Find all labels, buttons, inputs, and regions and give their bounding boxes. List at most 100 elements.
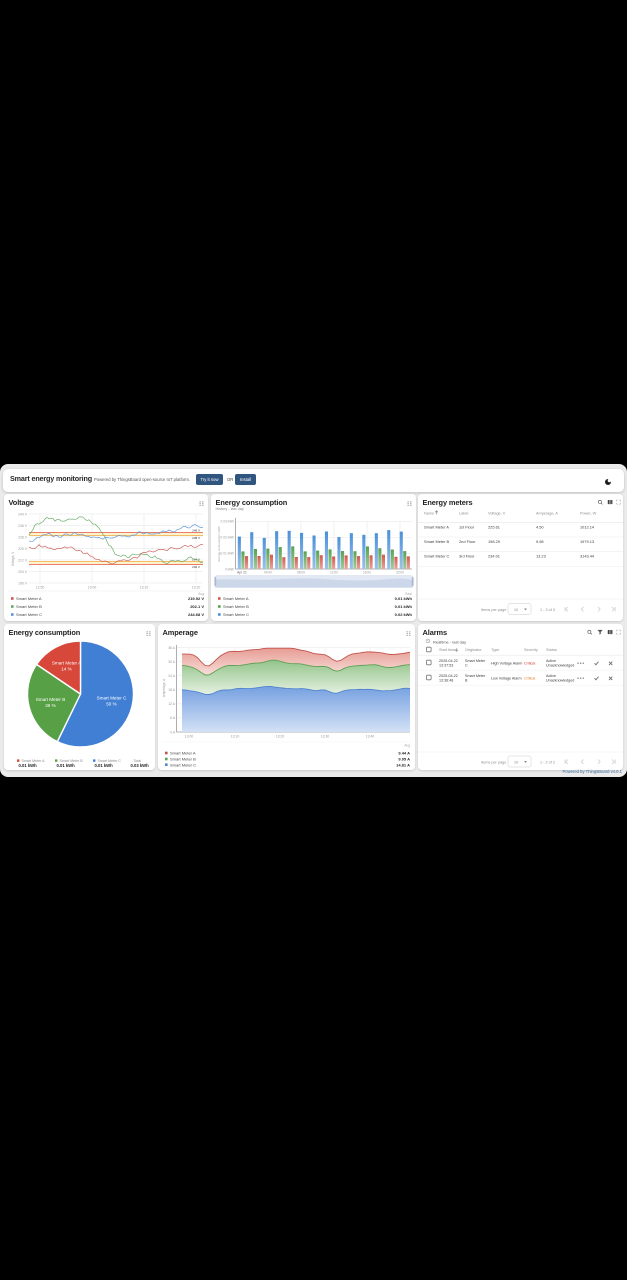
svg-text:0.01 kWh: 0.01 kWh <box>19 763 38 768</box>
svg-text:0.01 kWh: 0.01 kWh <box>221 552 235 556</box>
svg-text:13:10: 13:10 <box>140 586 149 590</box>
svg-text:Unacknowledged: Unacknowledged <box>546 679 574 683</box>
svg-text:30 A: 30 A <box>168 660 176 664</box>
svg-text:244 V: 244 V <box>18 512 28 516</box>
svg-text:Smart Meter A: Smart Meter A <box>52 661 82 666</box>
svg-text:13:40: 13:40 <box>366 735 375 739</box>
svg-text:13.23: 13.23 <box>536 554 546 559</box>
svg-text:0 A: 0 A <box>170 730 176 734</box>
svg-text:0.01 kWh: 0.01 kWh <box>395 604 413 609</box>
svg-text:Smart Meter A: Smart Meter A <box>170 751 196 756</box>
svg-text:10: 10 <box>514 608 518 612</box>
svg-text:238 V: 238 V <box>192 536 200 540</box>
svg-text:Items per page: Items per page <box>481 608 506 612</box>
svg-text:Smart Meter A: Smart Meter A <box>16 596 42 601</box>
svg-text:220 V: 220 V <box>18 547 28 551</box>
svg-text:B: B <box>465 679 468 683</box>
svg-text:Smart Meter: Smart Meter <box>465 659 486 663</box>
svg-text:08:00: 08:00 <box>297 571 305 575</box>
svg-text:9.05 A: 9.05 A <box>398 757 410 762</box>
svg-text:Unacknowledged: Unacknowledged <box>546 664 574 668</box>
svg-text:13:10: 13:10 <box>231 735 240 739</box>
svg-text:Start time: Start time <box>439 648 455 652</box>
svg-text:202.1 V: 202.1 V <box>190 604 204 609</box>
svg-text:196 V: 196 V <box>18 581 28 585</box>
svg-text:Amperage, A: Amperage, A <box>536 512 558 516</box>
svg-text:Avg: Avg <box>198 592 204 596</box>
svg-text:Smart Meter B: Smart Meter B <box>36 697 66 702</box>
svg-text:Amperage, A: Amperage, A <box>162 678 166 697</box>
svg-text:13:36:48: 13:36:48 <box>439 679 453 683</box>
svg-text:Apr 21: Apr 21 <box>237 571 247 575</box>
svg-text:Voltage, V: Voltage, V <box>11 551 15 566</box>
svg-text:13:00: 13:00 <box>88 586 97 590</box>
svg-text:198.29: 198.29 <box>488 539 500 544</box>
svg-text:225.61: 225.61 <box>488 525 500 530</box>
svg-text:13:30: 13:30 <box>321 735 330 739</box>
svg-text:236 V: 236 V <box>18 524 28 528</box>
svg-text:Smart Meter B: Smart Meter B <box>223 604 249 609</box>
svg-text:50 %: 50 % <box>106 702 116 707</box>
svg-text:Active: Active <box>546 674 556 678</box>
svg-text:High Voltage Alarm: High Voltage Alarm <box>491 662 522 666</box>
svg-text:12:00: 12:00 <box>330 571 338 575</box>
svg-text:1 - 3 of 3: 1 - 3 of 3 <box>540 608 555 612</box>
svg-text:14.81 A: 14.81 A <box>396 762 410 767</box>
svg-text:12:50: 12:50 <box>36 586 45 590</box>
svg-text:Smart Meter A: Smart Meter A <box>223 596 249 601</box>
svg-text:Avg: Avg <box>404 744 410 748</box>
svg-text:Energy consumption, kWh: Energy consumption, kWh <box>217 526 221 561</box>
svg-text:36 A: 36 A <box>168 646 176 650</box>
svg-text:Smart Meter B: Smart Meter B <box>60 759 84 763</box>
svg-text:0 kWh: 0 kWh <box>225 567 234 571</box>
svg-text:Smart Meter C: Smart Meter C <box>16 612 42 617</box>
svg-text:04:00: 04:00 <box>264 571 272 575</box>
svg-text:13:20: 13:20 <box>276 735 285 739</box>
svg-text:9.98: 9.98 <box>536 539 544 544</box>
svg-text:Type: Type <box>491 648 499 652</box>
svg-text:6 A: 6 A <box>170 716 176 720</box>
svg-text:Total: Total <box>405 592 412 596</box>
svg-text:0.03 kWh: 0.03 kWh <box>221 520 235 524</box>
svg-text:3143.44: 3143.44 <box>580 554 595 559</box>
svg-text:0.03 kWh: 0.03 kWh <box>131 763 150 768</box>
svg-text:Critical: Critical <box>524 662 535 666</box>
svg-text:Smart Meter B: Smart Meter B <box>16 604 42 609</box>
svg-text:234.01: 234.01 <box>488 554 500 559</box>
svg-text:36 %: 36 % <box>45 703 55 708</box>
svg-text:0.02 kWh: 0.02 kWh <box>221 536 235 540</box>
svg-text:Smart Meter B: Smart Meter B <box>424 539 449 544</box>
svg-text:Total: Total <box>134 759 142 763</box>
svg-text:13:20: 13:20 <box>192 586 201 590</box>
svg-text:0.01 kWh: 0.01 kWh <box>395 596 413 601</box>
svg-text:16:00: 16:00 <box>363 571 371 575</box>
svg-text:12 A: 12 A <box>168 702 176 706</box>
svg-text:Smart Meter C: Smart Meter C <box>170 762 196 767</box>
svg-text:18 A: 18 A <box>168 688 176 692</box>
svg-text:Label: Label <box>459 512 468 516</box>
svg-text:4.50: 4.50 <box>536 525 544 530</box>
svg-text:9.44 A: 9.44 A <box>398 751 410 756</box>
svg-text:Smart Meter B: Smart Meter B <box>170 757 196 762</box>
svg-text:13:37:53: 13:37:53 <box>439 664 453 668</box>
svg-text:Name: Name <box>424 512 434 516</box>
svg-text:202 V: 202 V <box>192 565 200 569</box>
svg-text:228 V: 228 V <box>18 535 28 539</box>
svg-text:Originator: Originator <box>465 648 482 652</box>
svg-text:Smart Meter: Smart Meter <box>465 674 486 678</box>
svg-text:20:00: 20:00 <box>396 571 404 575</box>
svg-text:212 V: 212 V <box>18 558 28 562</box>
svg-text:244.68 V: 244.68 V <box>188 612 204 617</box>
svg-text:10: 10 <box>514 761 518 765</box>
svg-text:C: C <box>465 664 468 668</box>
svg-text:Low Voltage Alarm: Low Voltage Alarm <box>491 677 522 681</box>
svg-text:0.01 kWh: 0.01 kWh <box>95 763 114 768</box>
svg-text:1012.14: 1012.14 <box>580 525 595 530</box>
svg-text:Power, W: Power, W <box>580 512 597 516</box>
svg-text:14 %: 14 % <box>61 667 71 672</box>
svg-text:Voltage, V: Voltage, V <box>488 512 506 516</box>
svg-text:2025-04-22: 2025-04-22 <box>439 659 458 663</box>
svg-text:Active: Active <box>546 659 556 663</box>
svg-text:219.92 V: 219.92 V <box>188 596 204 601</box>
svg-text:Realtime - last day: Realtime - last day <box>433 640 466 645</box>
